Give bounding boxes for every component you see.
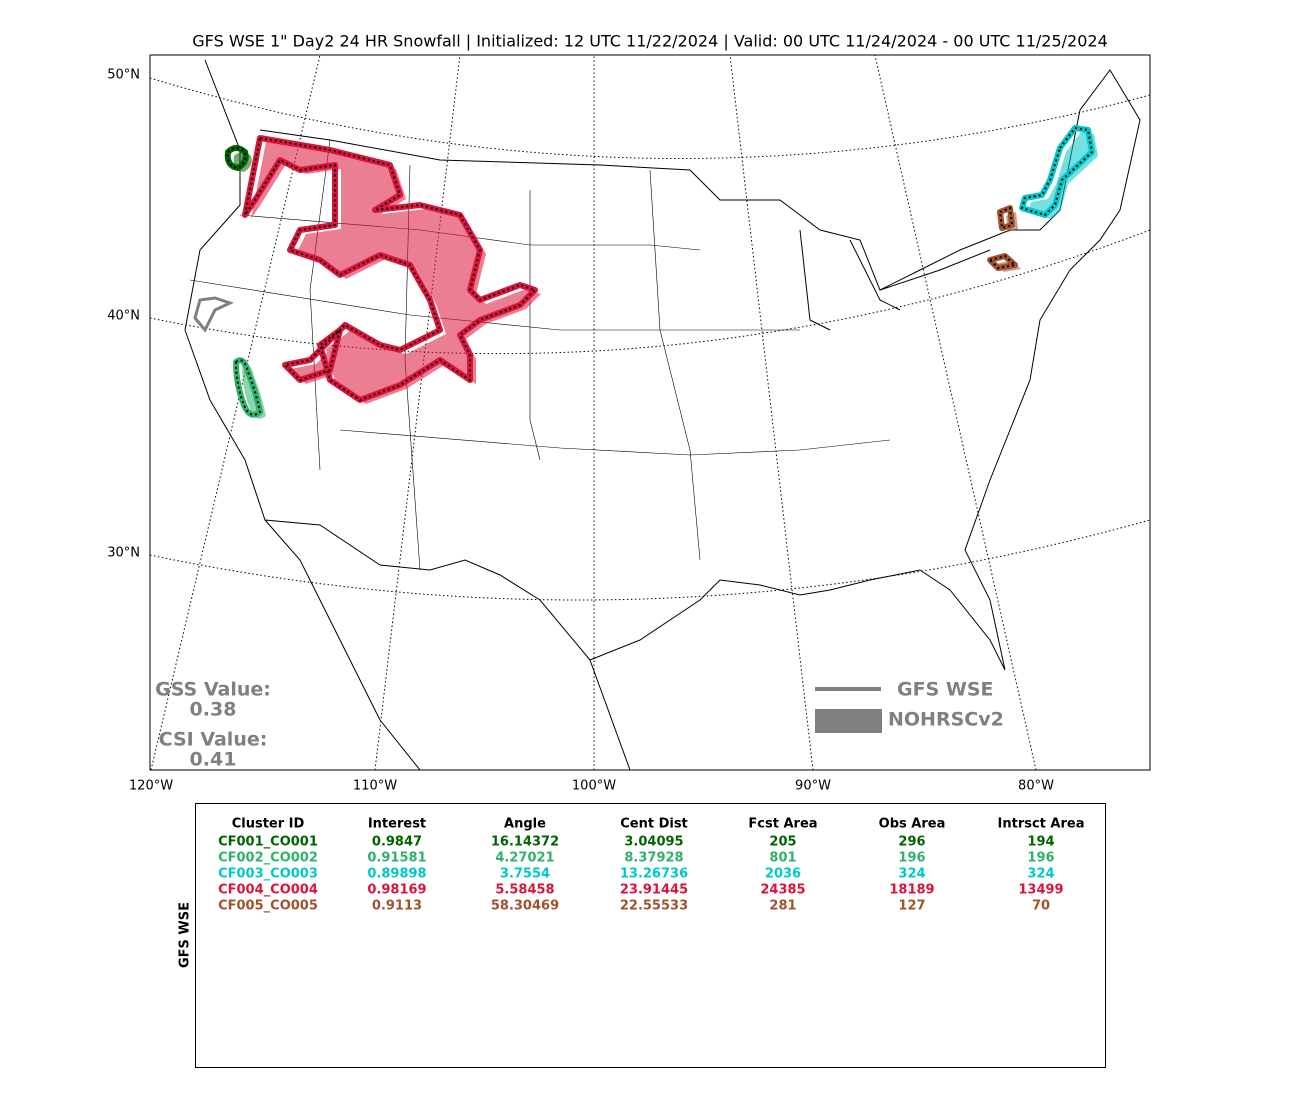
table-cell: 196 xyxy=(898,851,925,866)
fcst-outline xyxy=(224,145,249,171)
scores: GSS Value:0.38 CSI Value:0.41 xyxy=(155,679,271,771)
score-label: GSS Value: xyxy=(155,679,271,701)
legend: GFS WSE NOHRSCv2 xyxy=(815,679,1004,733)
table-cell: 13.26736 xyxy=(620,867,688,882)
mexico-outline xyxy=(264,519,631,770)
table-cell: 2036 xyxy=(765,867,801,882)
table-frame xyxy=(195,803,1106,1068)
lon-labels: 120°W 110°W 100°W 90°W 80°W xyxy=(129,779,1054,794)
table-cell: 70 xyxy=(1032,899,1050,914)
lon-label: 110°W xyxy=(353,779,397,794)
table-cell: 13499 xyxy=(1018,883,1063,898)
table-cell: 5.58458 xyxy=(495,883,554,898)
fcst-outline-dots xyxy=(244,136,537,402)
legend-label: GFS WSE xyxy=(897,679,994,701)
table-cell: 24385 xyxy=(760,883,805,898)
table-cell: CF004_CO004 xyxy=(218,883,318,898)
map-content xyxy=(150,55,1150,770)
table-cell: 18189 xyxy=(889,883,934,898)
table-cell: 801 xyxy=(769,851,796,866)
score-label: CSI Value: xyxy=(159,729,268,751)
legend-patch xyxy=(815,709,882,733)
unmatched-object xyxy=(193,296,235,333)
table-cell: CF005_CO005 xyxy=(218,899,318,914)
table-cell: 205 xyxy=(769,835,796,850)
table-cell: CF002_CO002 xyxy=(218,851,318,866)
fcst-outline-dots xyxy=(1020,126,1094,217)
table-cell: 0.89898 xyxy=(367,867,426,882)
table-side-label: GFS WSE xyxy=(178,902,193,968)
table-cell: 3.7554 xyxy=(500,867,550,882)
lat-label: 30°N xyxy=(107,546,140,561)
lat-labels: 50°N 40°N 30°N xyxy=(107,68,140,561)
column-header: Cent Dist xyxy=(620,817,688,832)
lat-label: 50°N xyxy=(107,68,140,83)
column-header: Angle xyxy=(504,817,546,832)
table-cell: 4.27021 xyxy=(495,851,554,866)
column-header: Cluster ID xyxy=(232,817,305,832)
lon-label: 80°W xyxy=(1018,779,1054,794)
table-cell: 3.04095 xyxy=(624,835,683,850)
table-cell: 0.9847 xyxy=(372,835,422,850)
coastline xyxy=(184,59,1141,671)
table-cell: 281 xyxy=(769,899,796,914)
fcst-outline-dots xyxy=(988,254,1018,270)
score-value: 0.38 xyxy=(190,699,237,721)
graticule xyxy=(150,55,1150,770)
column-header: Interest xyxy=(368,817,426,832)
table-cell: 0.98169 xyxy=(367,883,426,898)
map-title: GFS WSE 1" Day2 24 HR Snowfall | Initial… xyxy=(192,32,1108,51)
table-cell: 0.9113 xyxy=(372,899,422,914)
fcst-outline-dots xyxy=(234,359,262,416)
table-cell: 22.55533 xyxy=(620,899,688,914)
table-cell: 194 xyxy=(1027,835,1054,850)
clusters xyxy=(224,125,1098,419)
column-header: Fcst Area xyxy=(748,817,817,832)
table-cell: CF003_CO003 xyxy=(218,867,318,882)
great-lakes xyxy=(799,229,991,331)
table-cell: 16.14372 xyxy=(491,835,559,850)
table-cell: 8.37928 xyxy=(624,851,683,866)
table-cell: 58.30469 xyxy=(491,899,559,914)
table-cell: 296 xyxy=(898,835,925,850)
table-cell: 324 xyxy=(1027,867,1054,882)
lat-label: 40°N xyxy=(107,309,140,324)
table-cell: 324 xyxy=(898,867,925,882)
score-value: 0.41 xyxy=(190,749,237,771)
lon-label: 120°W xyxy=(129,779,173,794)
table-cell: 196 xyxy=(1027,851,1054,866)
map: 50°N 40°N 30°N 120°W 110°W 100°W 90°W 80°W GSS… xyxy=(107,54,1151,794)
lon-label: 90°W xyxy=(795,779,831,794)
column-header: Intrsct Area xyxy=(998,817,1085,832)
table: Cluster ID Interest Angle Cent Dist Fcst Are… xyxy=(218,817,1084,914)
fcst-outline xyxy=(997,205,1015,231)
table-cell: CF001_CO001 xyxy=(218,835,318,850)
table-cell: 23.91445 xyxy=(620,883,688,898)
legend-label: NOHRSCv2 xyxy=(888,709,1004,731)
table-cell: 127 xyxy=(898,899,925,914)
table-cell: 0.91581 xyxy=(367,851,426,866)
lon-label: 100°W xyxy=(572,779,616,794)
column-header: Obs Area xyxy=(879,817,946,832)
